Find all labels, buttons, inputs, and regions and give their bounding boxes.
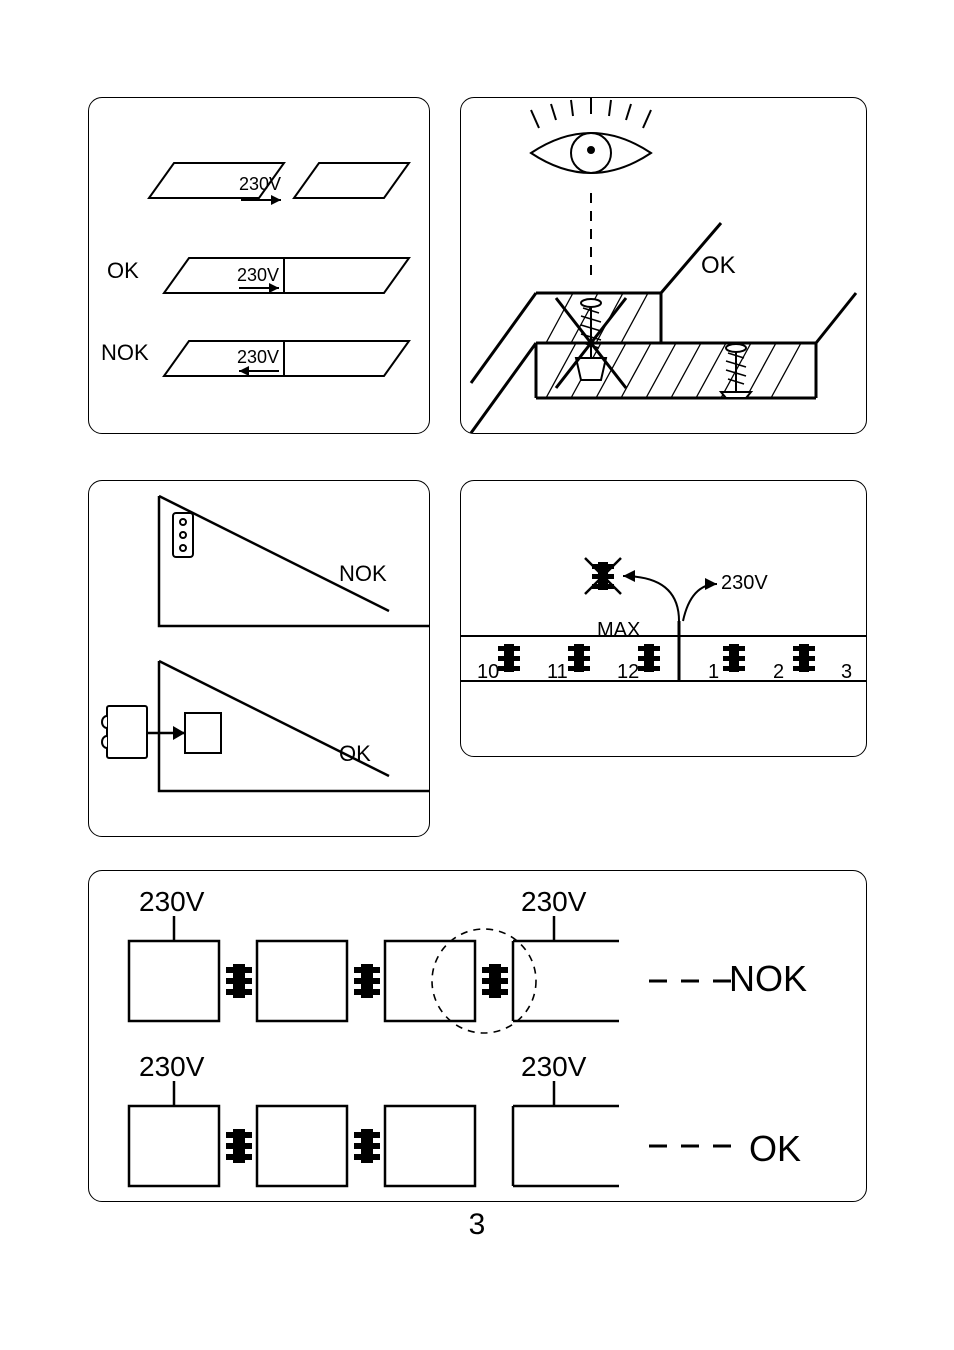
ok-label: OK	[107, 258, 139, 283]
panel-middle-right: 230V 10 11 12 1 2 3 MAX	[460, 480, 867, 757]
strip-num: 1	[708, 661, 719, 683]
voltage-label: 230V	[521, 886, 587, 917]
max-label: MAX	[597, 619, 640, 641]
voltage-label: 230V	[721, 572, 768, 594]
strip-num: 3	[841, 661, 852, 683]
nok-label: NOK	[101, 340, 149, 365]
panel-middle-left: NOK OK	[88, 480, 430, 837]
voltage-label: 230V	[239, 174, 281, 194]
instruction-page: 230V OK 230V NOK 230V	[0, 0, 954, 1350]
strip-num: 10	[477, 661, 499, 683]
ok-label: OK	[339, 741, 371, 766]
voltage-label: 230V	[139, 886, 205, 917]
voltage-label: 230V	[521, 1051, 587, 1082]
plug-icons	[498, 644, 815, 672]
nok-label: NOK	[339, 561, 387, 586]
eye-icon	[531, 98, 651, 173]
panel-bottom: 230V 230V	[88, 870, 867, 1202]
ok-label: OK	[701, 252, 736, 279]
panel-top-left: 230V OK 230V NOK 230V	[88, 97, 430, 434]
connector-icon	[173, 513, 193, 557]
voltage-label-2: 230V	[237, 265, 279, 285]
panel-top-right: OK	[460, 97, 867, 434]
voltage-label-3: 230V	[237, 347, 279, 367]
page-number: 3	[0, 1208, 954, 1242]
strip-num: 2	[773, 661, 784, 683]
strip-num: 12	[617, 661, 639, 683]
strip-num: 11	[547, 661, 568, 683]
ok-label: OK	[749, 1128, 801, 1169]
voltage-label: 230V	[139, 1051, 205, 1082]
nok-label: NOK	[729, 958, 807, 999]
